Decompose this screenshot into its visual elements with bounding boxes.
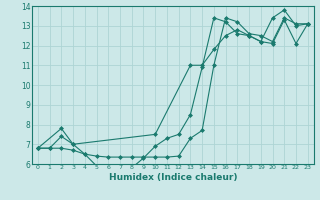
X-axis label: Humidex (Indice chaleur): Humidex (Indice chaleur) <box>108 173 237 182</box>
